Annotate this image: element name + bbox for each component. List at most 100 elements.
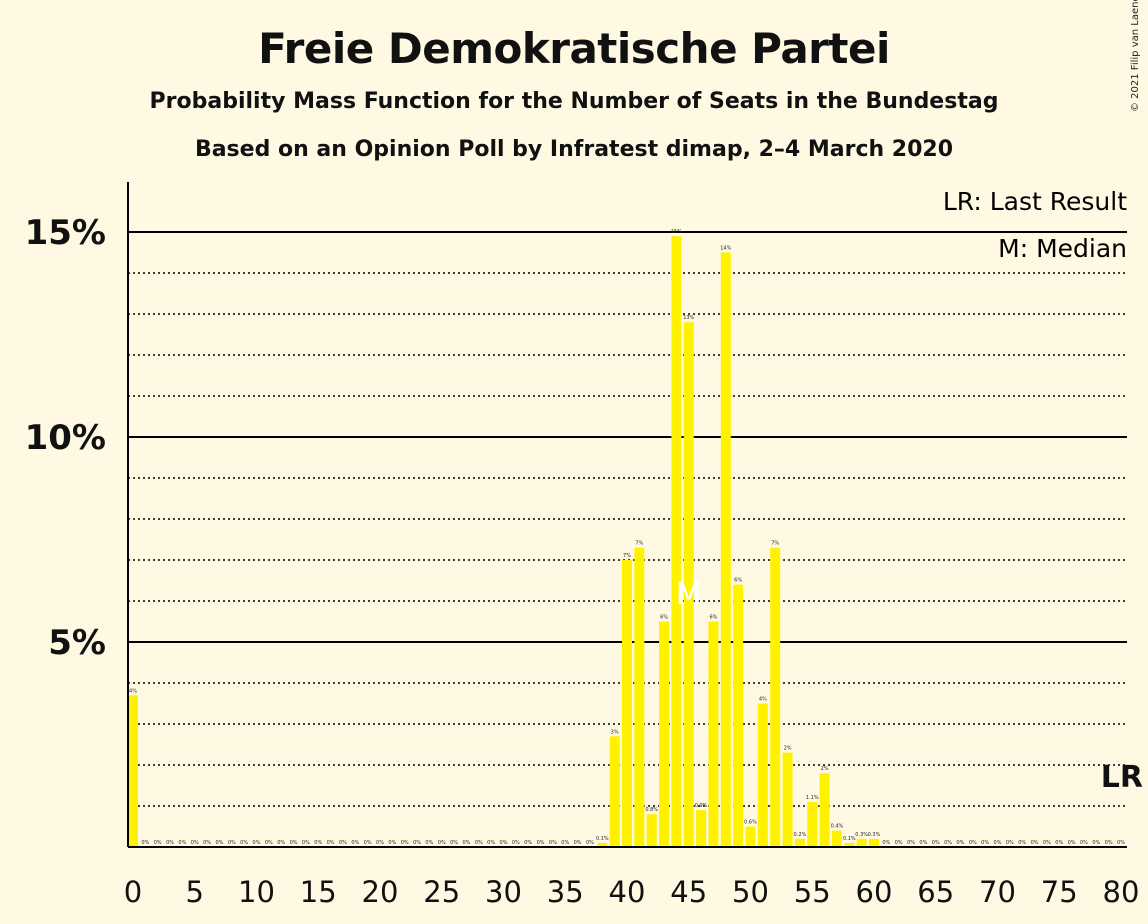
bar-label-seat-32: 0% bbox=[524, 840, 532, 846]
bar-label-seat-16: 0% bbox=[327, 840, 335, 846]
bar-label-seat-23: 0% bbox=[413, 840, 421, 846]
x-tick-label-0: 0 bbox=[124, 875, 142, 909]
y-tick-label-5: 5% bbox=[48, 623, 106, 663]
x-tick-label-50: 50 bbox=[732, 875, 769, 909]
bar-label-seat-46: 0.9% bbox=[695, 803, 708, 809]
bar-label-seat-41: 7% bbox=[635, 541, 643, 547]
bar-label-seat-10: 0% bbox=[253, 840, 261, 846]
x-tick-label-35: 35 bbox=[547, 875, 584, 909]
bar-label-seat-24: 0% bbox=[425, 840, 433, 846]
bar-label-seat-49: 6% bbox=[734, 578, 742, 584]
y-tick-label-10: 10% bbox=[25, 418, 106, 458]
bar-seat-51 bbox=[757, 703, 768, 847]
y-tick-labels: 5% 10% 15% bbox=[25, 213, 106, 663]
bar-label-seat-18: 0% bbox=[351, 840, 359, 846]
bar-label-seat-4: 0% bbox=[178, 840, 186, 846]
bar-label-seat-17: 0% bbox=[339, 840, 347, 846]
bar-label-seat-67: 0% bbox=[956, 840, 964, 846]
legend-median: M: Median bbox=[998, 234, 1127, 263]
bar-label-seat-53: 2% bbox=[784, 746, 792, 752]
last-result-marker: LR bbox=[1101, 760, 1143, 795]
bar-label-seat-43: 6% bbox=[660, 615, 668, 621]
bar-label-seat-80: 0% bbox=[1117, 840, 1125, 846]
bar-label-seat-44: 15% bbox=[671, 229, 682, 235]
bar-label-seat-74: 0% bbox=[1043, 840, 1051, 846]
bar-label-seat-34: 0% bbox=[549, 840, 557, 846]
bar-label-seat-63: 0% bbox=[907, 840, 915, 846]
bar-seat-41 bbox=[634, 547, 645, 847]
bar-label-seat-54: 0.2% bbox=[794, 832, 807, 838]
bar-label-seat-30: 0% bbox=[500, 840, 508, 846]
x-tick-label-45: 45 bbox=[670, 875, 707, 909]
x-tick-label-10: 10 bbox=[238, 875, 275, 909]
bar-seat-45 bbox=[683, 322, 694, 847]
x-tick-label-70: 70 bbox=[979, 875, 1016, 909]
y-tick-label-15: 15% bbox=[25, 213, 106, 253]
x-tick-label-40: 40 bbox=[609, 875, 646, 909]
bar-label-seat-8: 0% bbox=[228, 840, 236, 846]
x-tick-label-55: 55 bbox=[794, 875, 831, 909]
bar-seat-54 bbox=[794, 838, 805, 847]
bar-label-seat-11: 0% bbox=[265, 840, 273, 846]
bar-seat-55 bbox=[807, 801, 818, 847]
bar-label-seat-19: 0% bbox=[364, 840, 372, 846]
bar-label-seat-38: 0.1% bbox=[596, 836, 609, 842]
bar-label-seat-7: 0% bbox=[215, 840, 223, 846]
x-tick-label-25: 25 bbox=[423, 875, 460, 909]
legend: LR: Last Result M: Median bbox=[943, 187, 1127, 263]
bar-label-seat-79: 0% bbox=[1105, 840, 1113, 846]
bar-label-seat-58: 0.1% bbox=[843, 836, 856, 842]
bar-seat-56 bbox=[819, 773, 830, 847]
bar-label-seat-71: 0% bbox=[1006, 840, 1014, 846]
bar-seat-38 bbox=[597, 842, 608, 847]
bar-label-seat-15: 0% bbox=[314, 840, 322, 846]
bar-label-seat-47: 6% bbox=[709, 615, 717, 621]
bar-label-seat-52: 7% bbox=[771, 541, 779, 547]
bar-seat-42 bbox=[646, 814, 657, 847]
bar-label-seat-35: 0% bbox=[561, 840, 569, 846]
bar-label-seat-12: 0% bbox=[277, 840, 285, 846]
bar-label-seat-39: 3% bbox=[611, 729, 619, 735]
x-tick-label-30: 30 bbox=[485, 875, 522, 909]
bar-label-seat-25: 0% bbox=[438, 840, 446, 846]
x-tick-label-20: 20 bbox=[362, 875, 399, 909]
x-tick-label-75: 75 bbox=[1041, 875, 1078, 909]
bar-label-seat-76: 0% bbox=[1068, 840, 1076, 846]
chart-title: Freie Demokratische Partei bbox=[258, 24, 890, 73]
bar-label-seat-37: 0% bbox=[586, 840, 594, 846]
bar-seat-58 bbox=[844, 842, 855, 847]
bar-label-seat-21: 0% bbox=[388, 840, 396, 846]
bar-label-seat-48: 14% bbox=[720, 246, 731, 252]
bar-label-seat-45: 13% bbox=[683, 315, 694, 321]
bar-label-seat-62: 0% bbox=[895, 840, 903, 846]
bar-data-labels: 4% 0% 0% 0% 0% 0% 0% 0% 0% 0% 0% 0% 0% 0% 0% 0% 0% 0% 0% 0%… bbox=[129, 229, 1125, 846]
bars bbox=[128, 236, 879, 848]
bar-label-seat-26: 0% bbox=[450, 840, 458, 846]
bar-label-seat-65: 0% bbox=[932, 840, 940, 846]
bar-seat-50 bbox=[745, 826, 756, 847]
bar-seat-0 bbox=[128, 695, 138, 847]
legend-last-result: LR: Last Result bbox=[943, 187, 1127, 216]
bar-label-seat-40: 7% bbox=[623, 553, 631, 559]
bar-label-seat-59: 0.3% bbox=[855, 832, 868, 838]
grid-lines bbox=[128, 231, 1127, 807]
bar-label-seat-72: 0% bbox=[1018, 840, 1026, 846]
bar-seat-40 bbox=[622, 560, 632, 847]
bar-seat-57 bbox=[831, 830, 842, 847]
bar-seat-59 bbox=[856, 838, 867, 847]
bar-label-seat-27: 0% bbox=[462, 840, 470, 846]
bar-label-seat-36: 0% bbox=[574, 840, 582, 846]
bar-label-seat-78: 0% bbox=[1092, 840, 1100, 846]
bar-label-seat-9: 0% bbox=[240, 840, 248, 846]
bar-label-seat-66: 0% bbox=[944, 840, 952, 846]
axes bbox=[127, 182, 1127, 848]
bar-seat-47 bbox=[708, 621, 719, 847]
bar-label-seat-20: 0% bbox=[376, 840, 384, 846]
bar-seat-44 bbox=[671, 236, 682, 848]
bar-seat-46 bbox=[696, 810, 707, 847]
bar-label-seat-50: 0.6% bbox=[744, 820, 757, 826]
bar-label-seat-1: 0% bbox=[141, 840, 149, 846]
bar-label-seat-77: 0% bbox=[1080, 840, 1088, 846]
bar-label-seat-56: 2% bbox=[821, 766, 829, 772]
